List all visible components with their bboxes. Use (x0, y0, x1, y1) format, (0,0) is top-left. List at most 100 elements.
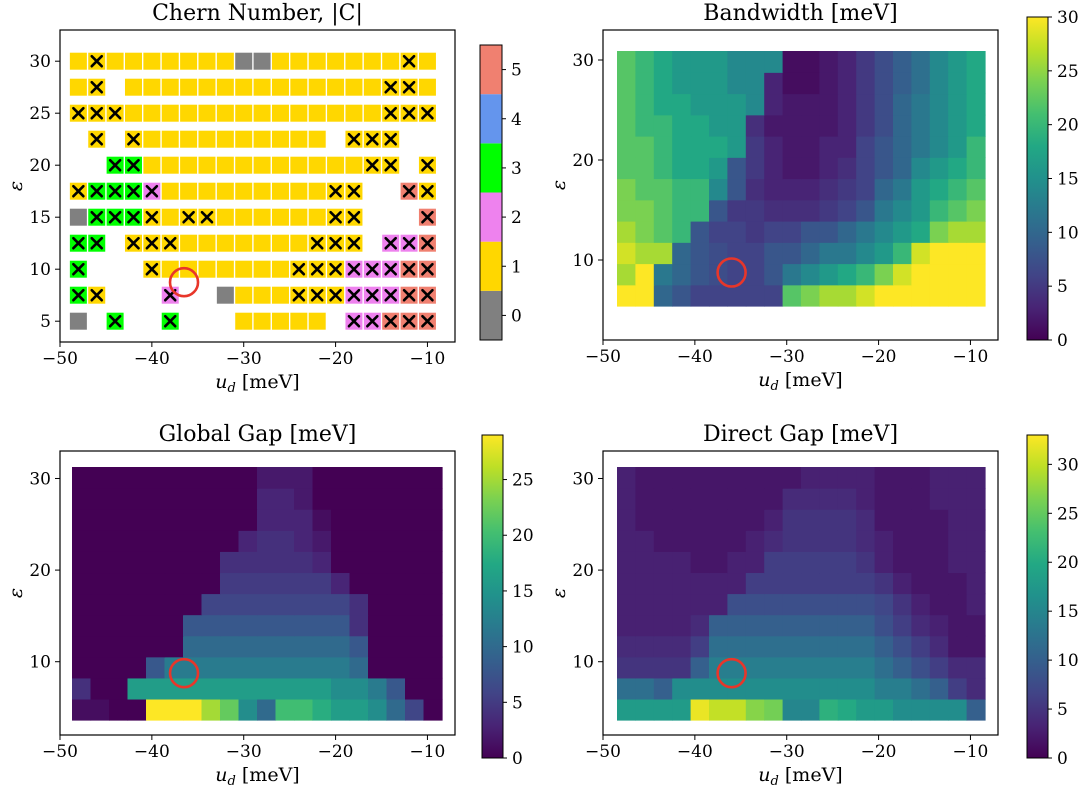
data-cell (308, 130, 326, 148)
heatmap-cell (709, 51, 728, 73)
cell-square (290, 234, 308, 252)
heatmap-cell (257, 698, 277, 721)
heatmap-cell (764, 93, 784, 116)
data-cell (308, 234, 326, 252)
colorbar-tick-label: 15 (512, 582, 534, 602)
heatmap-cell (874, 242, 894, 265)
heatmap-cell (801, 467, 820, 489)
y-tick-label: 5 (40, 312, 51, 332)
heatmap-cell (331, 530, 351, 552)
x-tick-label: −50 (585, 742, 621, 762)
data-cell (161, 182, 179, 200)
heatmap-cell (764, 488, 784, 510)
colorbar-tick-label: 25 (1057, 62, 1079, 82)
heatmap-cell (911, 656, 931, 679)
heatmap-cell (275, 677, 295, 700)
cross-mark (384, 106, 397, 120)
heatmap-cell (966, 509, 986, 531)
heatmap-cell (90, 467, 110, 489)
heatmap-cell (405, 488, 425, 510)
data-cell (88, 234, 106, 252)
heatmap-cell (220, 614, 240, 637)
heatmap-cell (238, 530, 258, 552)
data-cell (69, 78, 87, 96)
x-tick-label: −10 (952, 347, 988, 367)
cell-square (290, 208, 308, 226)
heatmap-cell (368, 530, 388, 552)
heatmap-cell (764, 242, 784, 265)
heatmap-cell (893, 178, 912, 201)
data-cell (400, 182, 418, 200)
heatmap-cell (819, 698, 839, 721)
heatmap-cell (948, 263, 968, 286)
heatmap-cell (709, 677, 728, 700)
heatmap-cell (801, 221, 820, 243)
cell-square (363, 104, 381, 122)
heatmap-cell (653, 530, 673, 552)
heatmap-cell (72, 530, 92, 552)
heatmap-cell (966, 698, 986, 721)
heatmap-cell (893, 114, 912, 137)
cross-mark (421, 236, 434, 250)
heatmap-cell (893, 593, 912, 616)
heatmap-cell (709, 199, 728, 222)
data-cell (327, 260, 345, 278)
data-cell (143, 234, 161, 252)
heatmap-cell (109, 656, 129, 679)
cell-square (180, 78, 198, 96)
cross-mark (402, 262, 416, 276)
heatmap-cell (164, 635, 184, 658)
heatmap-cell (127, 593, 147, 616)
heatmap-cell (635, 284, 655, 307)
cell-square (198, 234, 216, 252)
heatmap-cell (653, 114, 673, 137)
heatmap-cell (90, 677, 110, 700)
cell-square (253, 312, 271, 330)
data-cell (216, 52, 234, 70)
heatmap-cell (617, 488, 636, 510)
heatmap-cell (874, 614, 894, 637)
heatmap-cell (312, 656, 332, 679)
cell-square (235, 104, 253, 122)
cell-square (271, 234, 289, 252)
heatmap-cell (257, 614, 277, 637)
data-cell (69, 52, 87, 70)
heatmap-cell (764, 593, 784, 616)
colorbar (1026, 434, 1049, 759)
heatmap-cell (819, 157, 839, 180)
cell-square (216, 234, 234, 252)
data-cell (124, 78, 142, 96)
data-cell (290, 234, 308, 252)
cross-mark (421, 210, 434, 224)
heatmap-cell (294, 551, 314, 574)
heatmap-cell (764, 635, 784, 658)
heatmap-cell (405, 467, 425, 489)
heatmap-cell (966, 635, 986, 658)
x-tick-label: −10 (409, 742, 445, 762)
data-cell (327, 104, 345, 122)
heatmap-cell (635, 509, 655, 531)
heatmap-cell (948, 530, 968, 552)
heatmap-cell (856, 242, 876, 265)
y-tick-label: 10 (29, 260, 51, 280)
heatmap-cell (294, 467, 314, 489)
data-cell (400, 260, 418, 278)
cell-square (253, 234, 271, 252)
heatmap-cell (257, 530, 277, 552)
heatmap-cell (929, 488, 949, 510)
cell-square (180, 130, 198, 148)
cross-mark (421, 314, 434, 328)
heatmap-cell (635, 72, 655, 95)
heatmap-cell (294, 614, 314, 637)
heatmap-cell (911, 614, 931, 637)
heatmap-cell (893, 242, 912, 265)
heatmap-cell (331, 593, 351, 616)
heatmap-cell (690, 593, 710, 616)
data-cell (253, 182, 271, 200)
heatmap-cell (257, 551, 277, 574)
data-cell (235, 208, 253, 226)
data-cell (235, 78, 253, 96)
heatmap-cell (911, 635, 931, 658)
cell-square (180, 52, 198, 70)
heatmap-cell (72, 509, 92, 531)
